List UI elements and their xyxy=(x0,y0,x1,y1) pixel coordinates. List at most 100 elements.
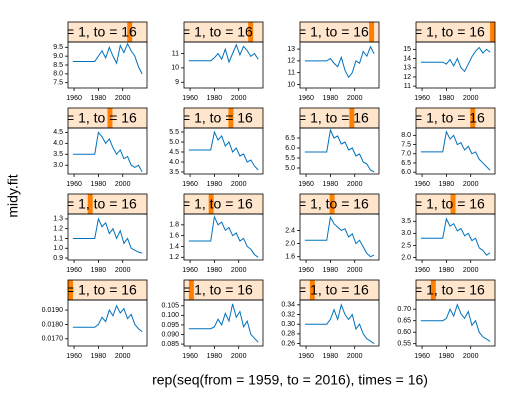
strip-label: = 1, to = 16 xyxy=(66,282,137,298)
strip-label: = 1, to = 16 xyxy=(66,196,137,212)
panel-box xyxy=(67,41,148,89)
y-tick-label: 13 xyxy=(403,65,411,72)
strip-label: = 1, to = 16 xyxy=(182,196,253,212)
y-tick-label: 11 xyxy=(404,83,411,90)
y-tick-label: 0.30 xyxy=(281,321,295,328)
strip-level-bar xyxy=(470,108,476,128)
strip-level-bar xyxy=(208,194,214,214)
x-tick-label: 2000 xyxy=(231,181,247,188)
x-tick-label: 1960 xyxy=(414,353,430,360)
y-tick-label: 9.0 xyxy=(53,53,63,60)
x-tick-label: 1980 xyxy=(439,353,455,360)
strip xyxy=(416,22,495,42)
panel-box xyxy=(299,213,380,261)
panel-box xyxy=(415,299,496,347)
x-tick-label: 2000 xyxy=(347,353,363,360)
y-tick-label: 5.0 xyxy=(285,165,295,172)
strip xyxy=(184,280,263,300)
x-tick-label: 2000 xyxy=(463,353,479,360)
y-tick-label: 0.090 xyxy=(161,331,179,338)
panel-box xyxy=(183,213,264,261)
x-tick-label: 1960 xyxy=(298,181,314,188)
x-tick-label: 1960 xyxy=(414,181,430,188)
strip-label: = 1, to = 16 xyxy=(182,110,253,126)
panel-box xyxy=(183,127,264,175)
strip-level-bar xyxy=(107,108,113,128)
panel-box xyxy=(415,127,496,175)
data-line xyxy=(304,303,375,344)
y-tick-label: 10 xyxy=(287,81,295,88)
strip-label: = 1, to = 16 xyxy=(298,110,369,126)
x-tick-label: 2000 xyxy=(115,353,131,360)
y-tick-label: 8.5 xyxy=(53,62,63,69)
strip-label: = 1, to = 16 xyxy=(298,282,369,298)
y-tick-label: 4.5 xyxy=(53,129,63,136)
y-tick-label: 3.0 xyxy=(401,230,411,237)
x-tick-label: 1980 xyxy=(323,95,339,102)
strip xyxy=(300,280,379,300)
panel-box xyxy=(299,41,380,89)
y-tick-label: 5.5 xyxy=(285,155,295,162)
y-tick-label: 8.0 xyxy=(401,132,411,139)
y-tick-label: 0.100 xyxy=(161,312,179,319)
y-tick-label: 4.0 xyxy=(169,159,179,166)
y-tick-label: 0.32 xyxy=(281,311,295,318)
strip-level-bar xyxy=(127,22,133,42)
x-tick-label: 1980 xyxy=(91,95,107,102)
strip-label: = 1, to = 16 xyxy=(414,196,485,212)
panel-box xyxy=(183,41,264,89)
x-tick-label: 1980 xyxy=(91,353,107,360)
y-tick-label: 2.0 xyxy=(401,254,411,261)
x-tick-label: 1980 xyxy=(323,353,339,360)
y-tick-label: 13 xyxy=(287,46,295,53)
panel-box xyxy=(67,127,148,175)
y-tick-label: 5.5 xyxy=(169,129,179,136)
data-line xyxy=(304,215,375,258)
x-tick-label: 2000 xyxy=(347,181,363,188)
x-tick-label: 2000 xyxy=(347,267,363,274)
y-tick-label: 0.0170 xyxy=(42,336,64,343)
strip-level-bar xyxy=(490,22,495,42)
y-tick-label: 4.5 xyxy=(169,149,179,156)
y-tick-label: 11 xyxy=(288,70,295,77)
y-tick-label: 6.0 xyxy=(285,145,295,152)
x-tick-label: 1960 xyxy=(182,95,198,102)
y-tick-label: 11 xyxy=(172,50,179,57)
strip-label: = 1, to = 16 xyxy=(182,282,253,298)
strip xyxy=(300,194,379,214)
data-line xyxy=(188,214,259,258)
strip-level-bar xyxy=(349,108,355,128)
y-tick-label: 0.28 xyxy=(281,331,295,338)
x-tick-label: 1960 xyxy=(298,95,314,102)
y-tick-label: 1.8 xyxy=(169,222,179,229)
y-tick-label: 3.5 xyxy=(53,151,63,158)
panel-box xyxy=(415,41,496,89)
y-tick-label: 0.26 xyxy=(281,340,295,347)
y-tick-label: 1.2 xyxy=(53,226,63,233)
x-tick-label: 1980 xyxy=(207,353,223,360)
y-tick-label: 7.0 xyxy=(401,151,411,158)
y-tick-label: 12 xyxy=(403,74,411,81)
y-tick-label: 2.5 xyxy=(401,242,411,249)
strip-label: = 1, to = 16 xyxy=(66,110,137,126)
x-tick-label: 1980 xyxy=(207,181,223,188)
strip-label: = 1, to = 16 xyxy=(298,196,369,212)
strip-level-bar xyxy=(68,280,73,300)
y-tick-label: 0.60 xyxy=(397,329,411,336)
strip-level-bar xyxy=(188,280,194,300)
data-line xyxy=(72,217,143,254)
y-tick-label: 1.6 xyxy=(169,232,179,239)
strip xyxy=(184,194,263,214)
y-tick-label: 0.105 xyxy=(161,303,179,310)
y-tick-label: 1.4 xyxy=(169,243,179,250)
x-tick-label: 1960 xyxy=(182,267,198,274)
strip-level-bar xyxy=(228,108,234,128)
x-axis-title: rep(seq(from = 1959, to = 2016), times =… xyxy=(152,372,428,388)
x-tick-label: 2000 xyxy=(463,267,479,274)
y-tick-label: 5.0 xyxy=(169,139,179,146)
y-tick-label: 10 xyxy=(171,65,179,72)
panel-box xyxy=(183,299,264,347)
data-line xyxy=(420,46,491,73)
data-line xyxy=(304,128,375,173)
